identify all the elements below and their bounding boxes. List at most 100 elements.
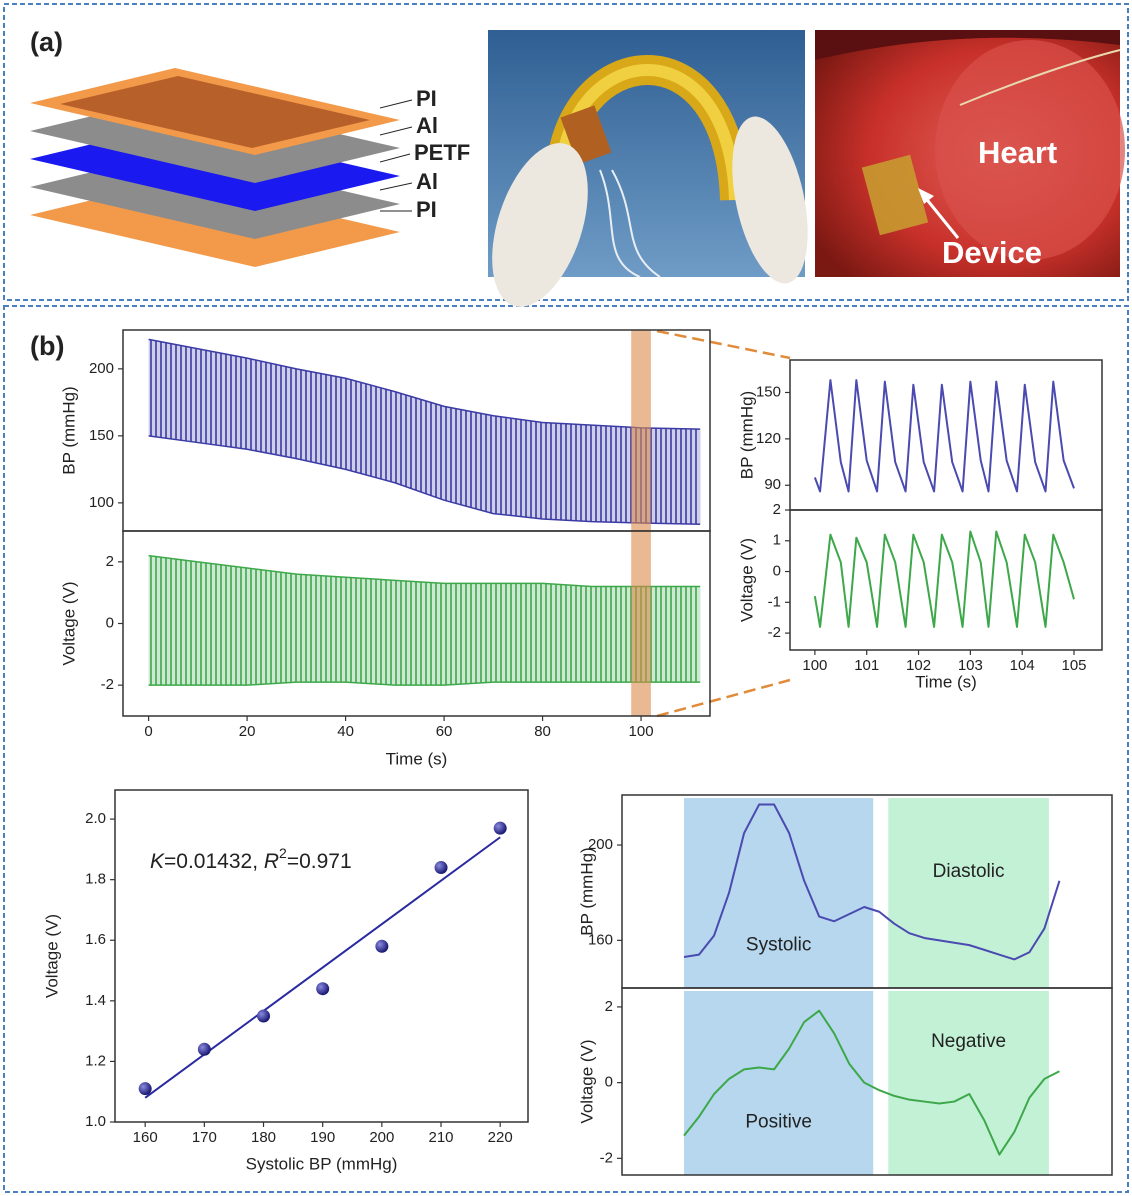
x-tick-label: 0 <box>144 723 152 740</box>
x-tick-label: 180 <box>251 1129 276 1146</box>
region <box>888 991 1049 1175</box>
panel-label: (b) <box>30 331 64 361</box>
y-axis-label: BP (mmHg) <box>59 386 78 474</box>
plot-frame <box>621 987 1113 1176</box>
y-tick-label: -2 <box>101 676 114 693</box>
zoom-connector <box>656 678 791 718</box>
y-tick-label: 1.4 <box>85 992 106 1009</box>
point <box>316 982 330 996</box>
line <box>813 530 1075 628</box>
y-tick-label: 0 <box>773 563 781 580</box>
annotation-part: R <box>264 850 279 873</box>
envelope-line <box>148 681 701 686</box>
device-photo <box>488 30 808 307</box>
x-axis-label: Time (s) <box>386 749 448 768</box>
plot-area <box>813 379 1075 493</box>
y-tick-label: 150 <box>89 427 114 444</box>
region <box>888 798 1049 988</box>
layer-label: Al <box>416 169 438 194</box>
line <box>813 379 1075 493</box>
x-tick-label: 210 <box>429 1129 454 1146</box>
heart-photo <box>815 30 1125 277</box>
point <box>197 1042 211 1056</box>
layer-stack <box>30 68 413 267</box>
y-axis-label: Voltage (V) <box>577 1039 596 1123</box>
layer-label: PI <box>416 86 437 111</box>
x-tick-label: 160 <box>133 1129 158 1146</box>
highlight <box>631 531 651 716</box>
region-label: Diastolic <box>933 861 1005 882</box>
y-tick-label: -2 <box>768 624 781 641</box>
leader <box>379 182 413 191</box>
leader <box>379 99 413 109</box>
point <box>375 939 389 953</box>
y-tick-label: 160 <box>588 931 613 948</box>
y-tick-label: 150 <box>756 383 781 400</box>
x-tick-label: 40 <box>337 723 354 740</box>
panel-b-frame <box>3 305 1129 1193</box>
leader <box>379 153 411 163</box>
signal-trace <box>148 555 701 686</box>
point <box>257 1009 271 1023</box>
y-tick-label: 0 <box>106 614 114 631</box>
y-tick-label: -1 <box>768 593 781 610</box>
plot-area <box>813 530 1075 628</box>
envelope-line <box>148 435 701 526</box>
annotation-part: =0.971 <box>287 850 352 873</box>
y-axis-label: Voltage (V) <box>59 581 78 665</box>
y-axis-label: BP (mmHg) <box>737 391 756 479</box>
x-tick-label: 100 <box>802 657 827 674</box>
envelope-line <box>148 338 701 430</box>
y-tick-label: 0 <box>605 1074 613 1091</box>
fit-line <box>144 836 501 1099</box>
y-tick-label: 90 <box>764 476 781 493</box>
plot-area <box>148 338 701 526</box>
line <box>683 803 1061 961</box>
layer-label: PI <box>416 197 437 222</box>
x-axis-label: Time (s) <box>915 672 977 691</box>
y-tick-label: 200 <box>588 836 613 853</box>
highlight <box>631 330 651 531</box>
region-label: Negative <box>931 1031 1006 1052</box>
leader <box>379 126 413 136</box>
x-tick-label: 100 <box>629 723 654 740</box>
panel-label: (a) <box>30 27 63 57</box>
plot-frame <box>789 509 1103 651</box>
x-tick-label: 105 <box>1061 657 1086 674</box>
photo-label: Heart <box>978 135 1057 170</box>
annotation-part: 2 <box>279 845 287 861</box>
plot-frame <box>114 789 529 1123</box>
y-axis-label: Voltage (V) <box>737 538 756 622</box>
panel-a-frame <box>3 3 1129 301</box>
y-tick-label: 1.2 <box>85 1052 106 1069</box>
y-tick-label: 1 <box>773 532 781 549</box>
x-tick-label: 220 <box>488 1129 513 1146</box>
layer-label: PETF <box>414 140 470 165</box>
point <box>493 821 507 835</box>
plot-area <box>683 798 1061 988</box>
photo-label: Device <box>942 235 1042 270</box>
x-tick-label: 103 <box>958 657 983 674</box>
plot-area <box>148 554 701 686</box>
y-tick-label: -2 <box>600 1149 613 1166</box>
y-axis-label: BP (mmHg) <box>577 847 596 935</box>
x-tick-label: 20 <box>239 723 256 740</box>
y-tick-label: 2 <box>773 501 781 518</box>
annotation: K=0.01432, R2=0.971 <box>150 845 352 873</box>
x-tick-label: 200 <box>369 1129 394 1146</box>
annotation-part: K <box>150 850 165 873</box>
y-tick-label: 1.6 <box>85 931 106 948</box>
x-tick-label: 101 <box>854 657 879 674</box>
y-tick-label: 200 <box>89 360 114 377</box>
x-tick-label: 190 <box>310 1129 335 1146</box>
region <box>684 798 874 988</box>
plot-area <box>683 991 1060 1175</box>
envelope-line <box>148 554 701 588</box>
region <box>684 991 874 1175</box>
line <box>683 1009 1060 1156</box>
layer-inner <box>60 76 370 148</box>
x-tick-label: 60 <box>436 723 453 740</box>
y-tick-label: 2 <box>106 553 114 570</box>
layer-label: Al <box>416 113 438 138</box>
